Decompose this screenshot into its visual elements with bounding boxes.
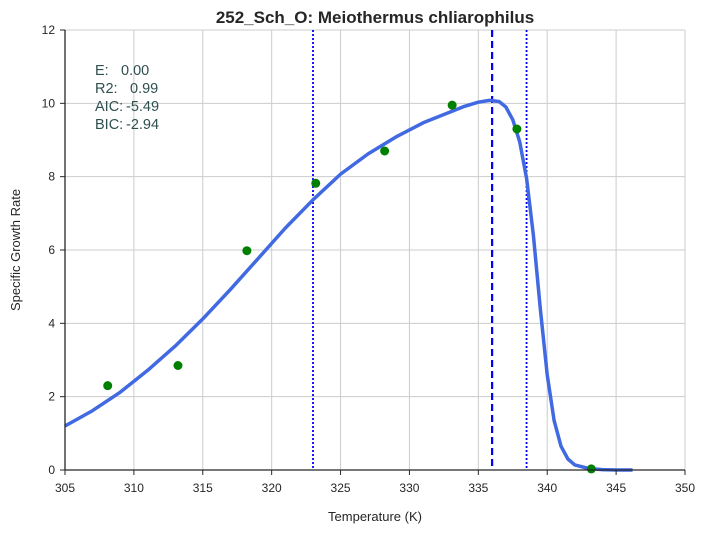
data-point [380, 146, 390, 156]
x-tick-labels: 305 310 315 320 325 330 335 340 345 350 [55, 481, 695, 495]
x-axis-label: Temperature (K) [328, 509, 422, 524]
x-tick-label: 350 [675, 481, 695, 495]
x-tick-label: 335 [468, 481, 488, 495]
y-tick-label: 4 [48, 316, 55, 330]
data-point [586, 464, 596, 474]
y-tick-label: 6 [48, 243, 55, 257]
y-tick-labels: 0 2 4 6 8 10 12 [42, 23, 56, 477]
stat-aic-value: -5.49 [126, 99, 159, 115]
data-points [103, 100, 596, 474]
stat-r2-label: R2: [95, 81, 118, 97]
stat-aic-label: AIC: [95, 99, 123, 115]
fit-curve-line [64, 98, 633, 472]
stat-e-value: 0.00 [121, 63, 149, 79]
x-tick-label: 340 [537, 481, 557, 495]
y-axis-label: Specific Growth Rate [8, 189, 23, 311]
stat-bic-value: -2.94 [126, 117, 159, 133]
x-tick-label: 330 [399, 481, 419, 495]
stat-e-label: E: [95, 63, 109, 79]
stat-bic-label: BIC: [95, 117, 123, 133]
axes [60, 29, 686, 475]
y-tick-label: 12 [42, 23, 56, 37]
fit-statistics: E: 0.00 R2: 0.99 AIC: -5.49 BIC: -2.94 [95, 63, 159, 133]
x-tick-label: 320 [262, 481, 282, 495]
y-tick-label: 8 [48, 170, 55, 184]
x-tick-label: 305 [55, 481, 75, 495]
y-tick-label: 0 [48, 463, 55, 477]
data-point [311, 178, 321, 188]
chart-title: 252_Sch_O: Meiothermus chliarophilus [216, 8, 534, 27]
data-point [512, 124, 522, 134]
fit-curve [64, 98, 633, 472]
data-point [447, 100, 457, 110]
reference-lines [312, 30, 528, 470]
x-tick-label: 310 [124, 481, 144, 495]
x-tick-label: 325 [331, 481, 351, 495]
data-point [103, 381, 113, 391]
y-tick-label: 2 [48, 390, 55, 404]
y-tick-label: 10 [42, 96, 56, 110]
data-point [242, 246, 252, 256]
x-tick-label: 315 [193, 481, 213, 495]
data-point [173, 361, 183, 370]
x-tick-label: 345 [606, 481, 626, 495]
stat-r2-value: 0.99 [130, 81, 158, 97]
